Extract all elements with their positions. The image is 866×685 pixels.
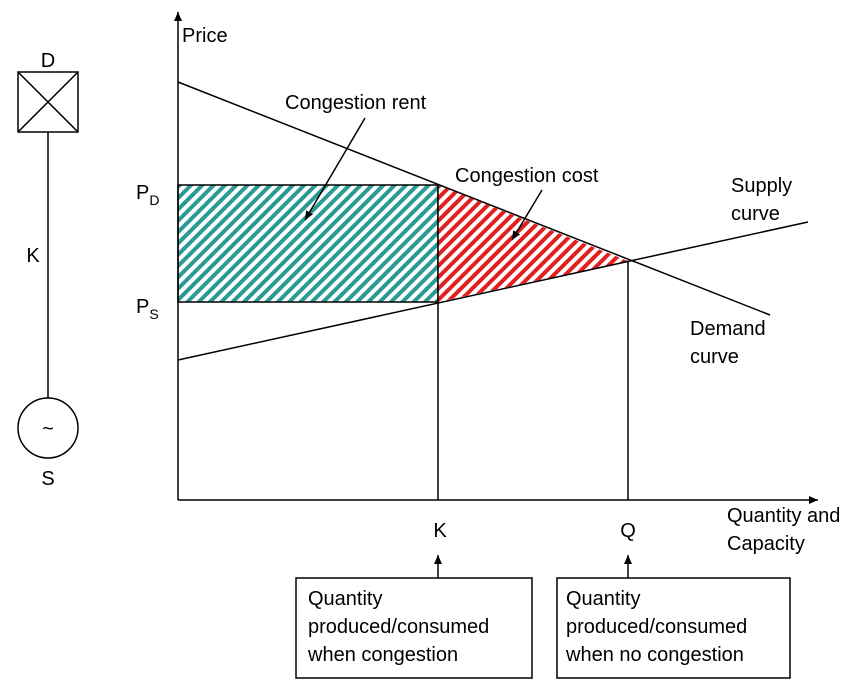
note-text: when congestion (307, 644, 458, 666)
node-label: D (41, 50, 55, 72)
note-text: Quantity (566, 588, 640, 610)
note-text: produced/consumed (308, 616, 489, 638)
cost-area (438, 185, 628, 302)
demand-curve (177, 81, 771, 316)
demand-label: Demand (690, 318, 766, 340)
rent-arrow (304, 117, 366, 221)
node-label: S (41, 468, 54, 490)
supply-curve (177, 221, 809, 361)
generator (17, 397, 79, 459)
cost-label: Congestion cost (455, 165, 599, 187)
demand-label: curve (690, 346, 739, 368)
rent-area (177, 184, 439, 303)
load-cross (17, 71, 79, 133)
note-text: produced/consumed (566, 616, 747, 638)
y-axis-label: Price (182, 25, 228, 47)
note-box (295, 577, 533, 679)
line-label: K (26, 245, 40, 267)
note-box (556, 577, 791, 679)
q-label: Q (620, 520, 636, 542)
x-axis-label: Quantity and (727, 505, 840, 527)
supply-label: curve (731, 203, 780, 225)
generator-symbol: ~ (42, 418, 54, 440)
x-axis-label: Capacity (727, 533, 805, 555)
note-text: when no congestion (565, 644, 744, 666)
note-text: Quantity (308, 588, 382, 610)
supply-label: Supply (731, 175, 792, 197)
cost-arrow (511, 189, 543, 241)
rent-label: Congestion rent (285, 92, 427, 114)
k-label: K (433, 520, 447, 542)
price-label: PS (136, 296, 159, 322)
price-label: PD (136, 182, 159, 208)
